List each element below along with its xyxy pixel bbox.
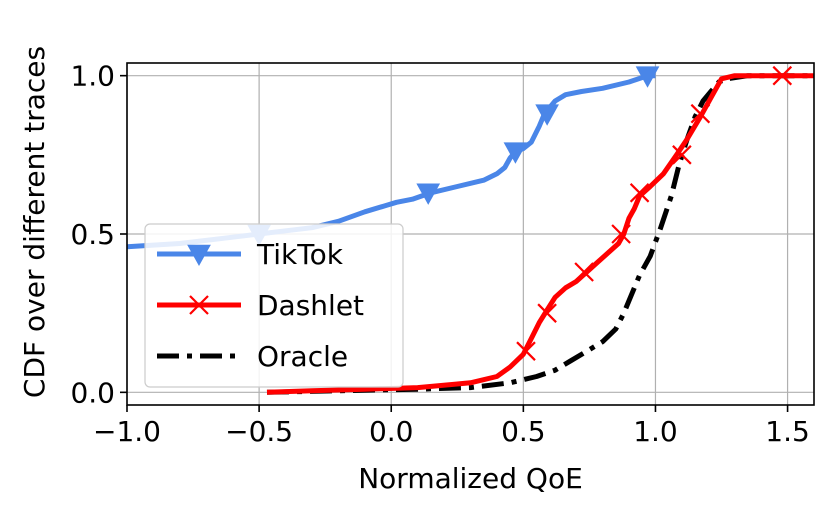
dashlet-marker [629, 183, 650, 203]
dashlet-marker [690, 103, 711, 124]
tiktok-marker [635, 66, 660, 88]
dashlet-marker [772, 65, 793, 86]
dashlet-marker [574, 262, 594, 282]
dashlet-marker-stroke [516, 341, 536, 361]
legend-dashlet-marker-stroke [189, 295, 209, 315]
legend-dashlet-marker [189, 295, 209, 315]
x-tick-label: 1.5 [765, 415, 810, 448]
legend: TikTok Dashlet Oracle [144, 223, 404, 388]
dashlet-marker [672, 145, 692, 165]
legend-tiktok-marker [187, 244, 211, 267]
tiktok-marker [416, 183, 441, 205]
dashlet-marker-stroke [574, 262, 594, 282]
y-tick-label: 0.5 [70, 218, 115, 251]
legend-box [144, 223, 404, 388]
dashlet-marker-stroke [611, 224, 631, 244]
legend-oracle-label: Oracle [257, 340, 348, 373]
dashlet-marker [611, 224, 631, 244]
tiktok-marker [503, 142, 528, 164]
dashlet-marker-stroke [537, 303, 557, 323]
dashlet-series-line [266, 73, 814, 395]
tick-layer: −1.0 −0.5 0.0 0.5 1.0 1.5 0.0 0.5 1.0 [70, 60, 809, 448]
x-tick-label: 1.0 [633, 415, 678, 448]
y-tick-label: 1.0 [70, 60, 115, 93]
y-axis-label: CDF over different traces [18, 46, 51, 398]
dashlet-marker [516, 341, 536, 361]
x-tick-label: −0.5 [225, 415, 293, 448]
tiktok-marker [535, 104, 559, 126]
dashlet-marker-stroke [629, 183, 650, 203]
legend-dashlet-label: Dashlet [257, 289, 364, 322]
x-tick-label: 0.5 [501, 415, 546, 448]
dashlet-marker-stroke [690, 103, 711, 124]
dashlet-marker-stroke [672, 145, 692, 165]
legend-tiktok-label: TikTok [256, 238, 344, 271]
y-tick-label: 0.0 [70, 376, 115, 409]
dashlet-marker-stroke [772, 65, 793, 86]
grid-layer [126, 63, 814, 405]
dashlet-marker [537, 303, 557, 323]
x-axis-label: Normalized QoE [358, 462, 583, 495]
x-tick-label: 0.0 [369, 415, 414, 448]
x-tick-label: −1.0 [93, 415, 161, 448]
